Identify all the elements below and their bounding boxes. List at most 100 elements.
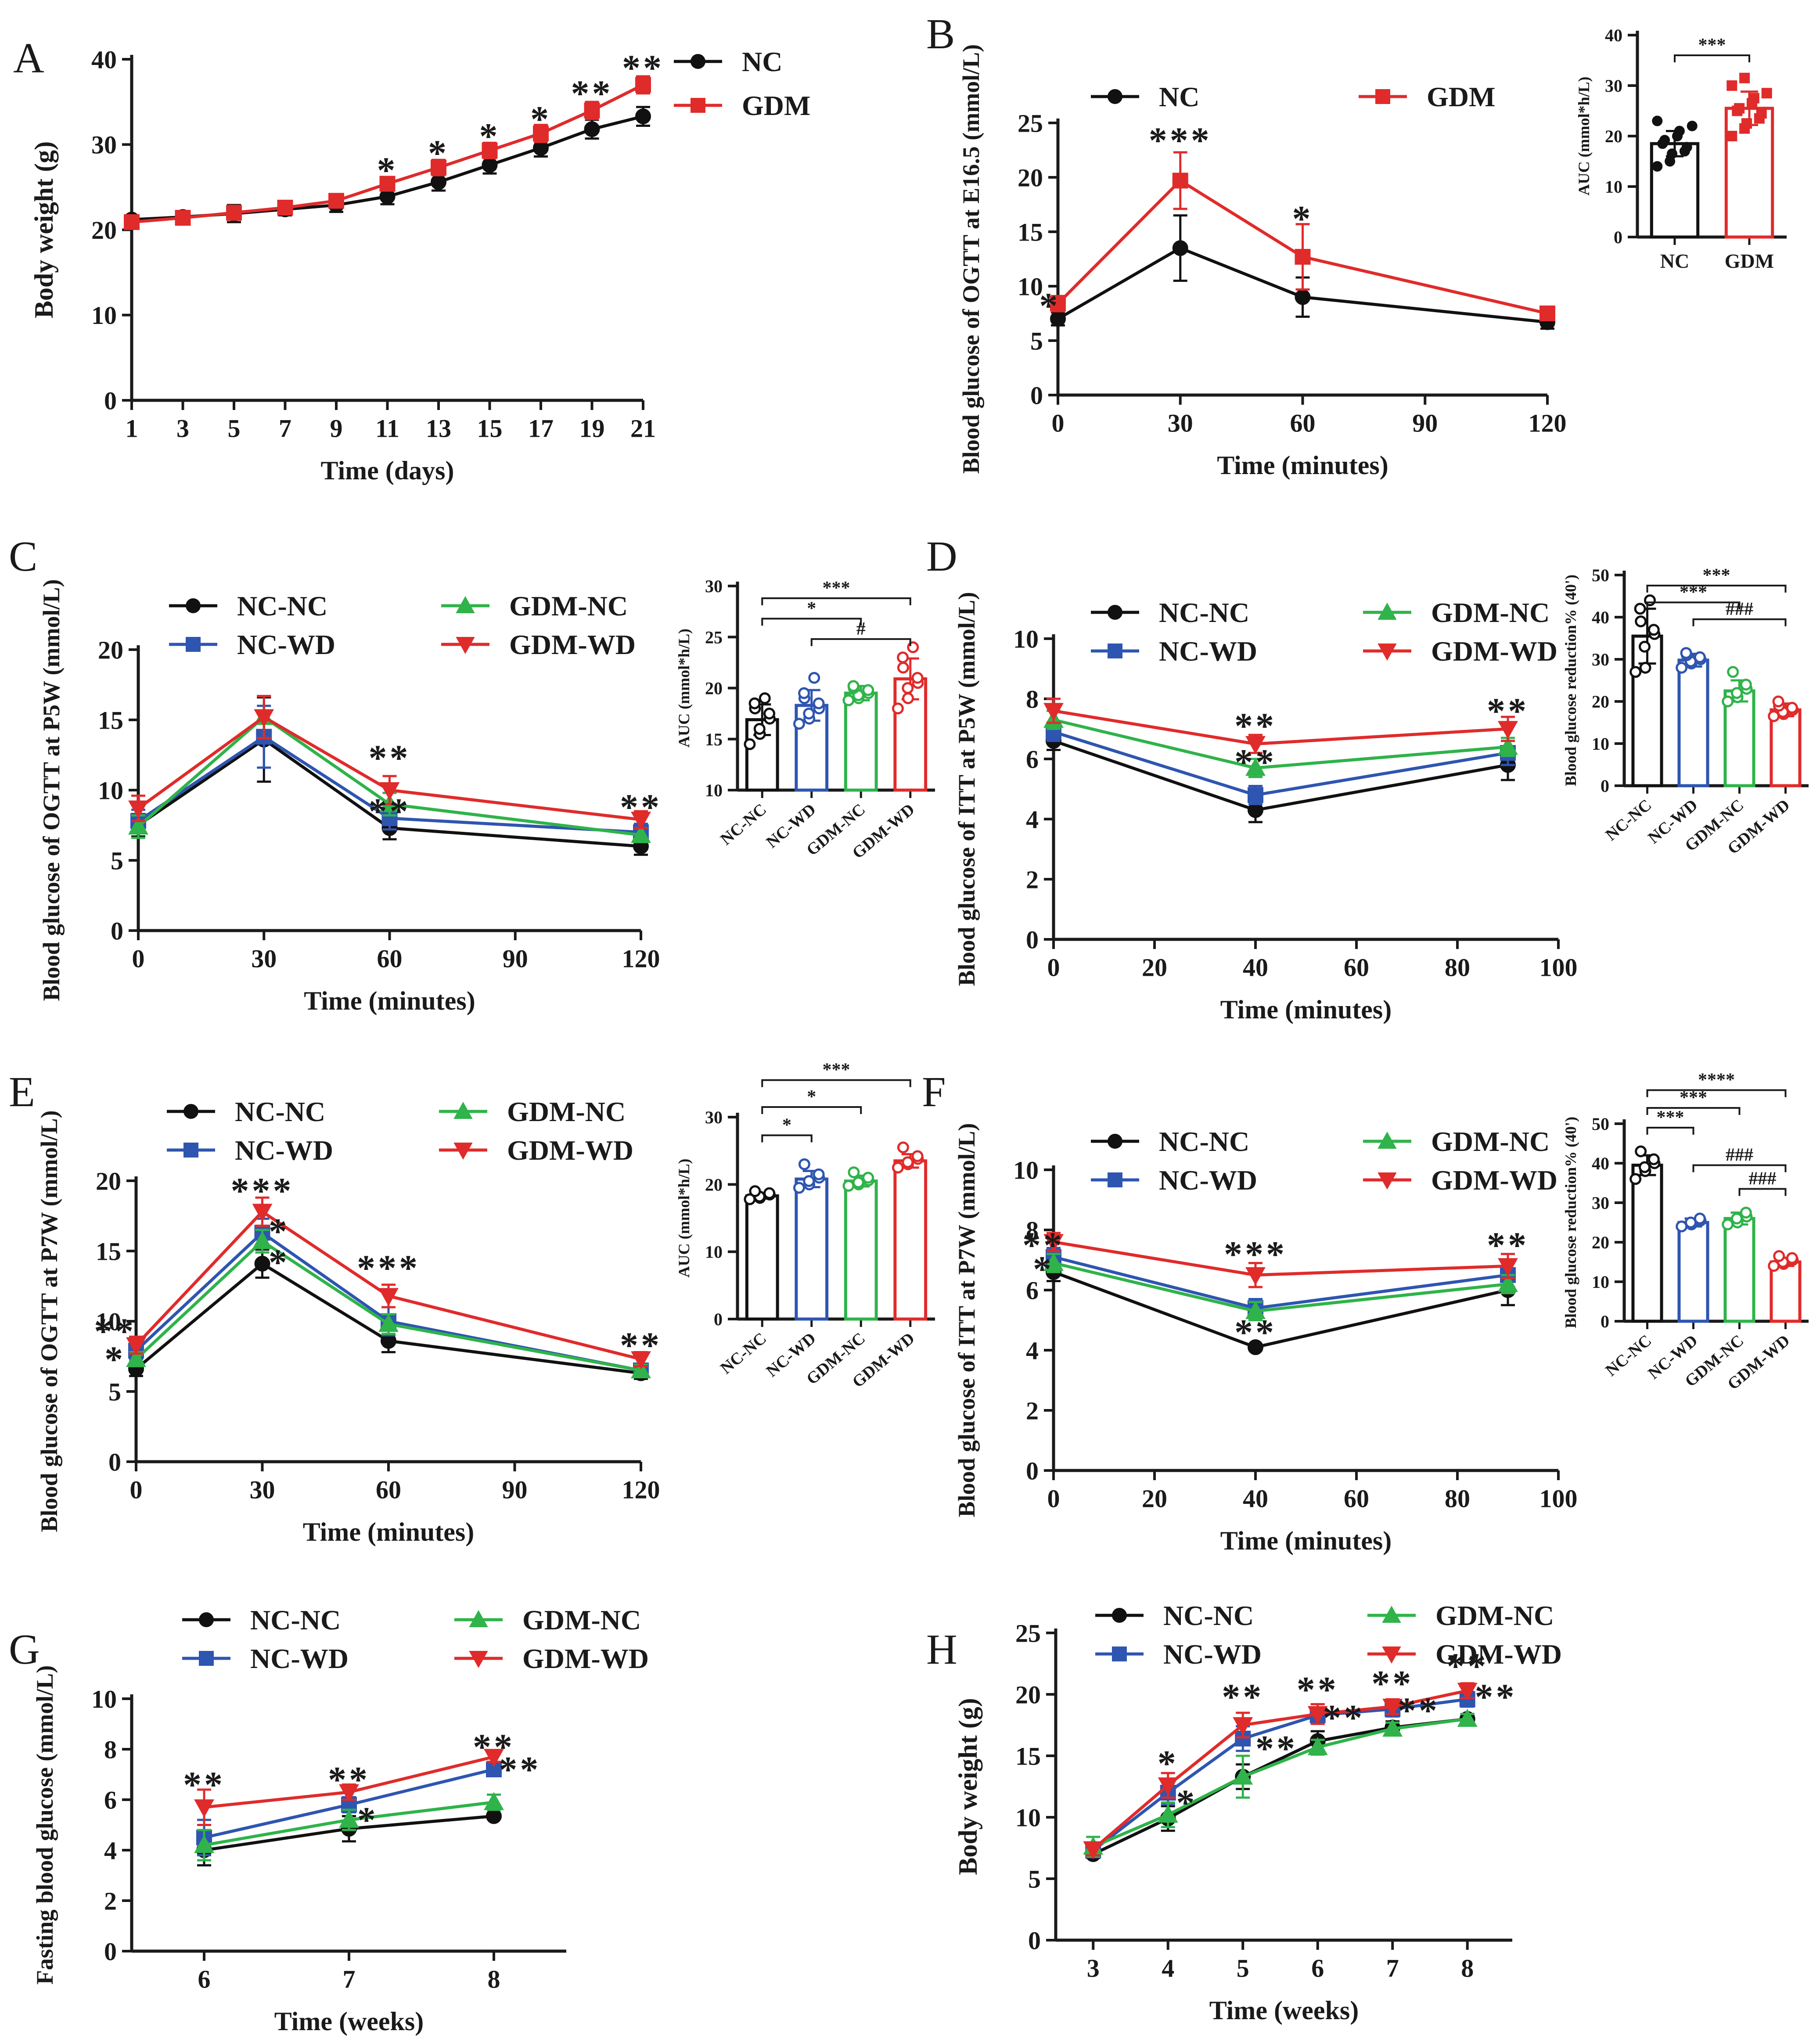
significance-bracket: * [761,1115,813,1143]
y-tick-label: 30 [1592,1193,1609,1213]
bar [844,1179,878,1321]
significance-bracket: **** [1646,1070,1787,1097]
scatter-point [1772,695,1784,708]
data-point [482,142,498,158]
legend-item-GDM: GDM [1359,81,1495,112]
bar-group-GDM-NC [1722,1207,1755,1323]
x-tick-label: 80 [1445,953,1470,982]
x-tick-label: 7 [343,1965,356,1994]
legend-item-GDM-WD: GDM-WD [1363,636,1557,667]
x-tick-label: 60 [1290,409,1316,438]
bar-group-NC-NC [744,1185,779,1321]
significance-bracket: *** [1674,35,1750,62]
scatter-point [753,723,766,735]
scatter-point [1681,142,1692,153]
data-point [226,205,242,221]
legend-label: NC-WD [250,1643,349,1674]
legend-label: GDM-NC [507,1096,626,1127]
bar-group-GDM-NC [842,1166,878,1321]
x-tick-label: 15 [477,414,503,443]
y-tick-label: 5 [1030,327,1043,355]
legend-label: NC-WD [1163,1639,1262,1670]
legend-label: NC-NC [235,1096,325,1127]
data-point [1457,1682,1478,1701]
legend-item-NC-NC: NC-NC [182,1604,341,1636]
bar-group-NC-WD [793,672,829,792]
scatter-point [763,708,776,720]
legend-marker [183,1104,198,1119]
scatter-point [1694,1212,1706,1225]
chart-panel-B: B 0 5 10 15 20 25 0 30 60 90 120 Time (minutes) Blood… [926,11,1567,480]
data-point [126,1349,146,1367]
y-tick-label: 40 [1592,608,1609,627]
scatter-point [1739,72,1750,83]
bar [1677,658,1709,787]
scatter-point [1634,603,1646,615]
legend-item-NC-WD: NC-WD [1091,636,1257,667]
scatter-point [1652,115,1663,126]
panel-label: E [9,1068,35,1116]
significance-marker: ** [369,737,411,778]
significance-marker: ** [328,1759,370,1800]
data-point [1043,703,1064,721]
data-point [1233,1766,1253,1785]
scatter-point [897,651,909,664]
significance-marker: ** [1222,1677,1264,1718]
scatter-point [1687,121,1698,131]
legend-label: GDM-WD [1435,1639,1562,1670]
legend-item-GDM-NC: GDM-NC [454,1604,641,1636]
series-GDM-NC [194,1792,504,1862]
y-tick-label: 8 [1026,1216,1039,1244]
y-tick-label: 30 [705,1107,723,1127]
legend-marker [1112,1647,1127,1661]
scatter-point [897,1141,909,1154]
scatter-point [1748,93,1759,104]
legend-item-GDM-WD: GDM-WD [454,1643,649,1674]
legend-label: GDM-NC [1435,1600,1554,1631]
x-tick-label: 6 [1311,1954,1324,1983]
significance-marker: * [1033,1249,1054,1290]
scatter-point [798,687,810,699]
y-tick-label: 0 [104,386,117,415]
y-tick-label: 10 [98,776,123,805]
data-point [1248,787,1263,803]
y-tick-label: 10 [1013,625,1039,653]
significance-marker: ** [1297,1669,1339,1710]
legend-item-NC-NC: NC-NC [167,1096,325,1127]
legend-item-NC-WD: NC-WD [182,1643,349,1674]
y-tick-label: 2 [1026,865,1039,894]
x-tick-label: 3 [1087,1954,1100,1983]
scatter-point [798,1158,810,1170]
significance-bracket: ### [1692,599,1787,626]
legend-item-NC: NC [674,46,782,77]
x-tick-label: 20 [1142,1485,1167,1513]
y-tick-label: 25 [705,627,723,647]
data-point [1457,1708,1478,1727]
legend-marker [453,1101,473,1119]
data-point [1245,1301,1266,1319]
x-tick-label: 0 [1047,1485,1060,1513]
x-tick-label: 17 [528,414,554,443]
x-tick-label: 120 [622,1476,660,1504]
y-tick-label: 0 [1026,1456,1039,1485]
significance-marker: * [377,150,398,191]
y-tick-label: 0 [1030,381,1043,410]
panel-label: G [9,1626,40,1673]
y-tick-label: 25 [1015,1619,1041,1647]
y-tick-label: 10 [1592,734,1609,754]
significance-label: * [782,1115,791,1135]
legend-marker [691,98,705,113]
y-tick-label: 8 [104,1735,117,1764]
data-point [1382,1699,1403,1717]
data-point [484,1749,504,1767]
data-point [1498,737,1518,755]
data-point [378,1314,399,1332]
significance-marker: * [104,1339,126,1380]
data-point [482,157,498,173]
legend-marker [1112,1608,1127,1623]
significance-marker: ** [1234,706,1277,747]
panel-label: F [922,1068,946,1116]
x-tick-label: 11 [375,414,399,443]
x-tick-label: 19 [579,414,605,443]
